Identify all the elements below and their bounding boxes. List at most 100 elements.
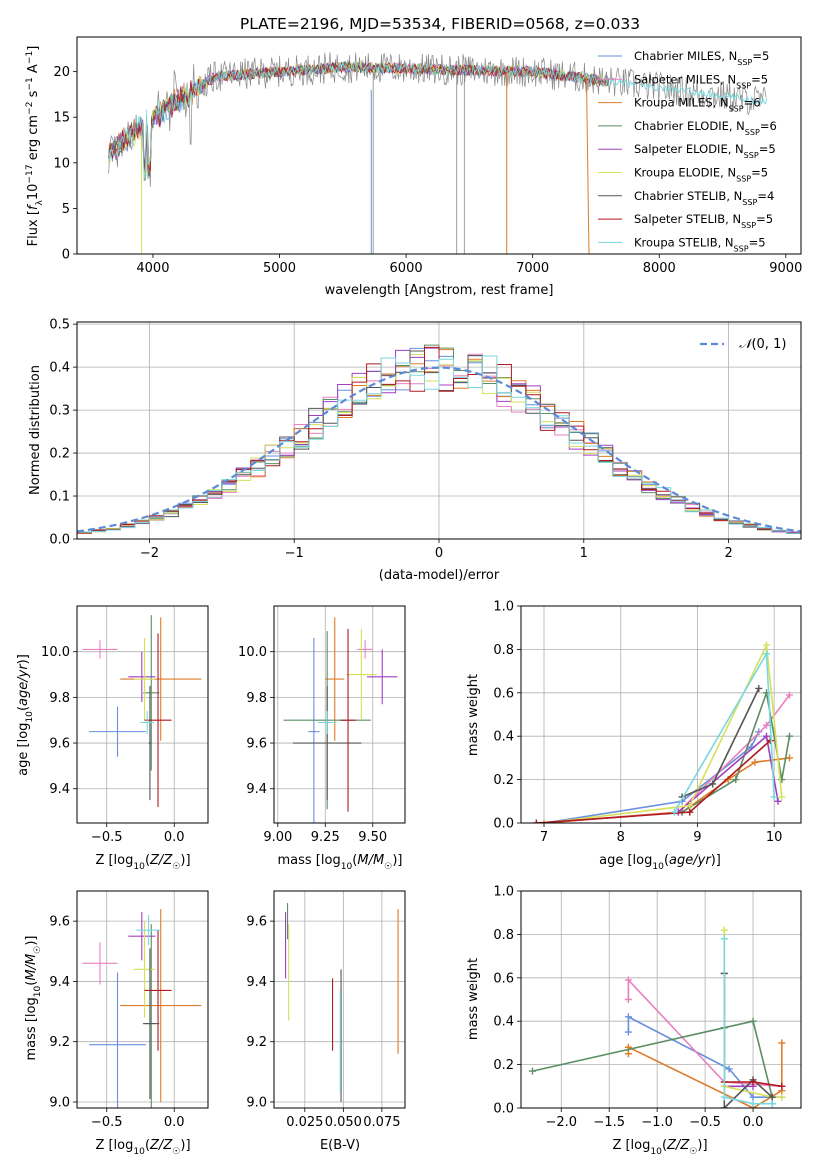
weight-marker-cs <box>720 1104 728 1108</box>
axes-frame <box>76 890 209 1109</box>
x-tick-label: 7000 <box>516 261 549 276</box>
weight-marker-ce <box>529 1067 537 1075</box>
y-tick-label: 9.8 <box>49 691 70 706</box>
x-tick-label: 9.00 <box>263 830 292 845</box>
grid <box>274 606 405 823</box>
y-tick-label: 0 <box>62 248 70 263</box>
spectrum-data-line <box>108 52 767 188</box>
weight-marker-ke <box>686 802 694 810</box>
spectrum-legend: Chabrier MILES, NSSP=5 Salpeter MILES, NS… <box>598 49 777 253</box>
axes-frame <box>76 605 209 824</box>
x-tick-label: 7 <box>540 830 548 845</box>
weight-marker-ke <box>540 819 548 823</box>
z-mass-y-label: mass [log10(M/M☉)] <box>24 936 43 1061</box>
weight-line-ce <box>532 1020 774 1104</box>
y-tick-label: 0.2 <box>493 773 514 788</box>
spectrum-model-line-cm <box>108 61 609 180</box>
spectrum-axes-plot-area <box>108 52 768 254</box>
y-tick-label: 0.6 <box>493 971 514 986</box>
ebv-mass-axes-plot-area <box>274 891 405 1108</box>
weight-marker-ss <box>778 1082 786 1090</box>
legend-label-normal: 𝒩(0, 1) <box>739 337 786 352</box>
weight-line-ks <box>723 938 773 1105</box>
y-tick-label: 0.2 <box>49 447 70 462</box>
spectrum-drop <box>585 76 590 254</box>
y-tick-label: 10.0 <box>238 645 267 660</box>
weight-marker-sm <box>785 691 793 699</box>
normal-curve <box>77 366 801 533</box>
y-tick-label: 9.4 <box>246 782 267 797</box>
z-age-x-label: Z [log10(Z/Z☉)] <box>95 853 190 872</box>
spectrum-model-line-se <box>108 61 609 171</box>
ebv-mass-axes: 0.025 0.050 0.075 9.0 9.2 9.4 9.6 E(B-V) <box>246 890 406 1153</box>
z-age-y-label: age [log10(age/yr)] <box>16 654 35 776</box>
x-tick-label: 4000 <box>136 261 169 276</box>
y-tick-label: 10 <box>53 156 70 171</box>
z-age-axes-plot-area <box>77 606 208 823</box>
weight-marker-ke <box>762 641 770 649</box>
weight-marker-ce <box>785 732 793 740</box>
y-tick-label: 0.8 <box>493 928 514 943</box>
z-weight-y-label: mass weight <box>466 958 481 1040</box>
x-tick-label: 10 <box>766 830 783 845</box>
spectrum-x-label: wavelength [Angstrom, rest frame] <box>325 283 554 298</box>
legend-label-ss: Salpeter STELIB, NSSP=5 <box>634 212 773 230</box>
spectrum-model-line-ks-tail <box>608 77 768 106</box>
y-tick-label: 20 <box>53 65 70 80</box>
y-tick-label: 5 <box>62 202 70 217</box>
histogram-step-ks <box>77 355 801 536</box>
grid <box>521 891 801 1108</box>
y-tick-label: 9.4 <box>49 782 70 797</box>
spectrum-model-line-ss <box>108 61 609 172</box>
weight-marker-cm <box>749 1093 757 1101</box>
y-tick-label: 0.3 <box>49 404 70 419</box>
weight-marker-ks <box>749 1100 757 1108</box>
weight-marker-ss <box>749 1078 757 1086</box>
x-tick-label: −1 <box>285 546 304 561</box>
weight-marker-km <box>751 758 759 766</box>
y-tick-label: 9.6 <box>49 915 70 930</box>
y-tick-label: 0.2 <box>493 1058 514 1073</box>
weight-marker-cm <box>725 1065 733 1073</box>
y-tick-label: 10.0 <box>41 645 70 660</box>
histogram-x-label: (data-model)/error <box>379 568 500 583</box>
z-weight-axes-plot-area <box>521 891 801 1108</box>
x-tick-label: 6000 <box>390 261 423 276</box>
y-tick-label: 9.6 <box>49 737 70 752</box>
mass-age-x-label: mass [log10(M/M☉)] <box>278 853 403 872</box>
histogram-axes: −2 −1 0 1 2 0.0 0.1 0.2 0.3 0.4 0.5 𝒩(0, 1) (data-mo… <box>28 318 802 583</box>
weight-marker-km <box>785 754 793 762</box>
y-tick-label: 9.8 <box>246 691 267 706</box>
weight-marker-ks <box>670 808 678 816</box>
legend-label-ks: Kroupa STELIB, NSSP=5 <box>634 235 766 253</box>
x-tick-label: 0.075 <box>363 1115 400 1130</box>
x-tick-label: 9 <box>693 830 701 845</box>
weight-marker-sm <box>762 721 770 729</box>
x-tick-label: −1.5 <box>593 1115 625 1130</box>
weight-marker-ce <box>732 776 740 784</box>
grid <box>77 891 208 1108</box>
legend-label-cm: Chabrier MILES, NSSP=5 <box>634 49 769 67</box>
weight-marker-sm <box>624 996 632 1003</box>
ebv-mass-x-label: E(B-V) <box>320 1138 360 1153</box>
grid <box>521 606 801 823</box>
weight-marker-ks <box>720 935 728 943</box>
age-weight-y-label: mass weight <box>466 674 481 756</box>
weight-marker-cs <box>755 684 763 692</box>
weight-marker-ks <box>768 1100 776 1108</box>
axes-frame <box>520 890 802 1109</box>
weight-marker-ke <box>778 1093 786 1101</box>
figure-title: PLATE=2196, MJD=53534, FIBERID=0568, z=0… <box>240 15 640 33</box>
weight-marker-ks <box>720 1093 728 1101</box>
y-tick-label: 0.0 <box>493 1102 514 1117</box>
legend-label-se: Salpeter ELODIE, NSSP=5 <box>634 142 776 160</box>
spectrum-axes: 4000 5000 6000 7000 8000 9000 0 5 10 15 20 Chabrier… <box>25 36 802 298</box>
weight-marker-se <box>774 797 782 805</box>
x-tick-label: 9.25 <box>311 830 340 845</box>
axes-frame <box>520 605 802 824</box>
axes-frame <box>76 36 802 255</box>
x-tick-label: 8 <box>617 830 625 845</box>
x-tick-label: 0.0 <box>743 1115 764 1130</box>
x-tick-label: 0.0 <box>164 830 185 845</box>
z-mass-axes-plot-area <box>77 891 208 1108</box>
